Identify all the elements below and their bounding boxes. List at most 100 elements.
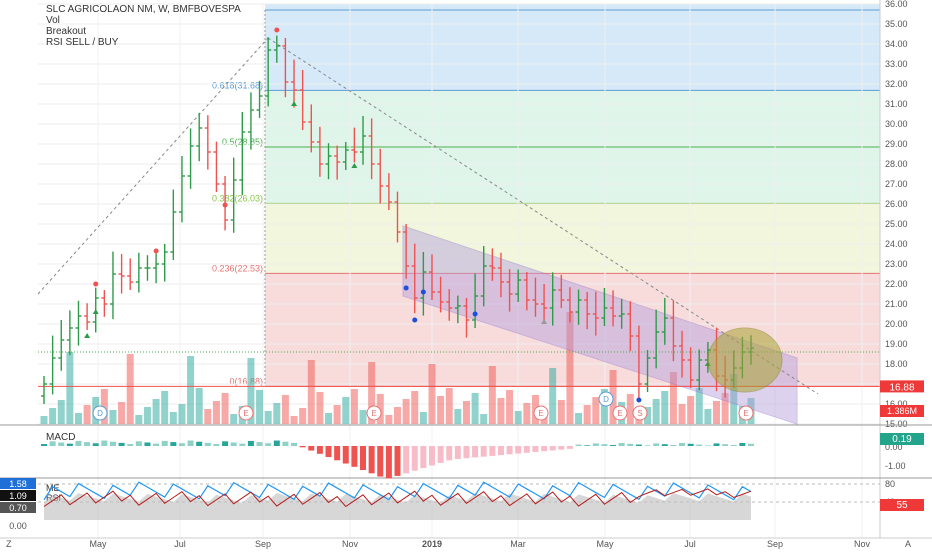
- macd-bar: [722, 444, 729, 446]
- volume-bar: [497, 398, 505, 424]
- volume-bar: [540, 416, 548, 424]
- macd-tick: 0.00: [885, 442, 903, 452]
- macd-bar: [153, 443, 160, 446]
- last-price-badge: [880, 380, 924, 393]
- price-tick: 19.00: [885, 339, 908, 349]
- macd-last-label: 0.19: [892, 434, 912, 445]
- event-marker-label: E: [617, 409, 622, 418]
- price-tick: 20.00: [885, 319, 908, 329]
- rsi-left-badge: [0, 490, 36, 501]
- macd-bar: [739, 443, 746, 446]
- event-marker-label: E: [243, 409, 248, 418]
- macd-bar: [748, 443, 754, 446]
- macd-bar: [730, 444, 737, 446]
- macd-bar: [532, 446, 539, 452]
- macd-bar: [213, 444, 220, 446]
- volume-bar: [307, 360, 315, 424]
- price-tick: 16.00: [885, 399, 908, 409]
- volume-bar: [126, 354, 134, 424]
- macd-bar: [489, 446, 496, 456]
- macd-bar: [610, 444, 617, 446]
- event-marker: [738, 405, 754, 421]
- volume-bar: [644, 407, 652, 424]
- last-price-label: 16.88: [889, 382, 914, 393]
- volume-bar: [40, 416, 48, 424]
- macd-bar: [541, 446, 548, 452]
- rsi-left-value: 1.58: [9, 479, 27, 489]
- macd-bar: [403, 446, 410, 474]
- volume-bar: [135, 415, 143, 424]
- volume-bar: [195, 388, 203, 424]
- volume-bar: [549, 368, 557, 424]
- macd-bar: [187, 440, 194, 446]
- event-marker: [632, 405, 648, 421]
- volume-bar: [342, 397, 350, 424]
- macd-bar: [558, 446, 565, 450]
- price-tick: 36.00: [885, 0, 908, 9]
- macd-bar: [549, 446, 556, 451]
- breakout-marker: [472, 311, 478, 317]
- macd-bar: [420, 446, 427, 469]
- sell-signal-marker: [93, 281, 99, 287]
- event-marker-label: E: [538, 409, 543, 418]
- event-marker-label: D: [97, 409, 103, 418]
- sell-signal-marker: [222, 202, 228, 208]
- price-tick: 35.00: [885, 19, 908, 29]
- footer-right-tool: A: [905, 539, 911, 549]
- legend-rsi-signal: RSI SELL / BUY: [46, 37, 119, 48]
- breakout-marker: [420, 289, 426, 295]
- macd-title: MACD: [46, 432, 75, 443]
- macd-bar: [584, 445, 591, 446]
- trendline-down: [267, 37, 819, 395]
- event-marker: [238, 405, 254, 421]
- macd-bar: [41, 444, 47, 446]
- volume-bar: [488, 366, 496, 424]
- macd-bar: [497, 446, 504, 456]
- volume-bar: [57, 400, 65, 424]
- volume-bar: [669, 372, 677, 424]
- time-tick: Jul: [684, 539, 696, 549]
- event-marker-label: D: [603, 395, 609, 404]
- volume-bar: [428, 364, 436, 424]
- macd-bar: [230, 442, 237, 446]
- time-tick: Sep: [767, 539, 783, 549]
- volume-bar: [402, 399, 410, 424]
- volume-bar: [626, 394, 634, 424]
- event-marker: [612, 405, 628, 421]
- sell-signal-marker: [274, 27, 280, 33]
- volume-badge: [880, 405, 924, 417]
- macd-bar: [670, 444, 677, 446]
- price-tick: 24.00: [885, 239, 908, 249]
- breakout-marker: [412, 317, 418, 323]
- macd-bar: [627, 443, 634, 446]
- rsi-last-badge: [880, 499, 924, 511]
- macd-bar: [127, 444, 134, 446]
- volume-bar: [49, 408, 57, 424]
- price-tick: 33.00: [885, 59, 908, 69]
- volume-bar: [247, 358, 255, 424]
- macd-bar: [75, 440, 82, 446]
- fib-label: 0.618(31.68): [212, 80, 263, 90]
- volume-bar: [221, 393, 229, 424]
- macd-bar: [256, 442, 263, 446]
- volume-bar: [169, 412, 177, 424]
- volume-bar: [661, 391, 669, 424]
- volume-bar: [368, 362, 376, 424]
- volume-bar: [695, 388, 703, 424]
- macd-bar: [679, 443, 686, 446]
- macd-bar: [385, 446, 392, 479]
- legend-breakout: Breakout: [46, 26, 87, 37]
- volume-bar: [678, 404, 686, 424]
- volume-bar: [704, 409, 712, 424]
- macd-bar: [144, 442, 151, 446]
- macd-bar: [713, 443, 720, 446]
- sell-signal-marker: [153, 248, 159, 254]
- volume-bar: [600, 389, 608, 424]
- macd-bar: [247, 440, 254, 446]
- volume-bar: [299, 408, 307, 424]
- event-marker-label: E: [743, 409, 748, 418]
- volume-bar: [471, 393, 479, 424]
- buy-signal-marker: [351, 163, 358, 168]
